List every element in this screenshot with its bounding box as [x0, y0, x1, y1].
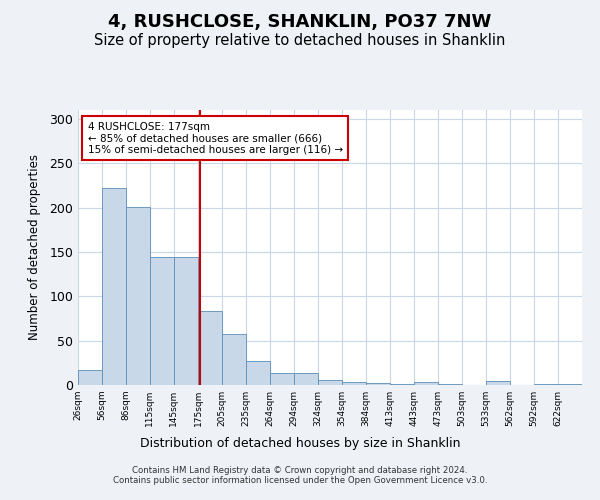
Text: Contains HM Land Registry data © Crown copyright and database right 2024.
Contai: Contains HM Land Registry data © Crown c… — [113, 466, 487, 485]
Bar — [78, 370, 102, 385]
Text: Size of property relative to detached houses in Shanklin: Size of property relative to detached ho… — [94, 32, 506, 48]
Bar — [414, 382, 438, 385]
Bar — [389, 384, 414, 385]
Bar — [127, 206, 149, 385]
Text: Distribution of detached houses by size in Shanklin: Distribution of detached houses by size … — [140, 438, 460, 450]
Y-axis label: Number of detached properties: Number of detached properties — [28, 154, 41, 340]
Bar — [318, 380, 342, 385]
Bar — [438, 384, 462, 385]
Bar — [342, 382, 366, 385]
Bar — [102, 188, 127, 385]
Bar — [486, 382, 509, 385]
Bar — [198, 312, 222, 385]
Bar — [174, 258, 198, 385]
Bar — [294, 374, 318, 385]
Text: 4, RUSHCLOSE, SHANKLIN, PO37 7NW: 4, RUSHCLOSE, SHANKLIN, PO37 7NW — [109, 12, 491, 30]
Bar — [269, 372, 294, 385]
Bar — [246, 361, 269, 385]
Bar — [366, 383, 389, 385]
Bar — [533, 384, 558, 385]
Bar — [222, 334, 246, 385]
Text: 4 RUSHCLOSE: 177sqm
← 85% of detached houses are smaller (666)
15% of semi-detac: 4 RUSHCLOSE: 177sqm ← 85% of detached ho… — [88, 122, 343, 154]
Bar — [149, 258, 174, 385]
Bar — [558, 384, 582, 385]
